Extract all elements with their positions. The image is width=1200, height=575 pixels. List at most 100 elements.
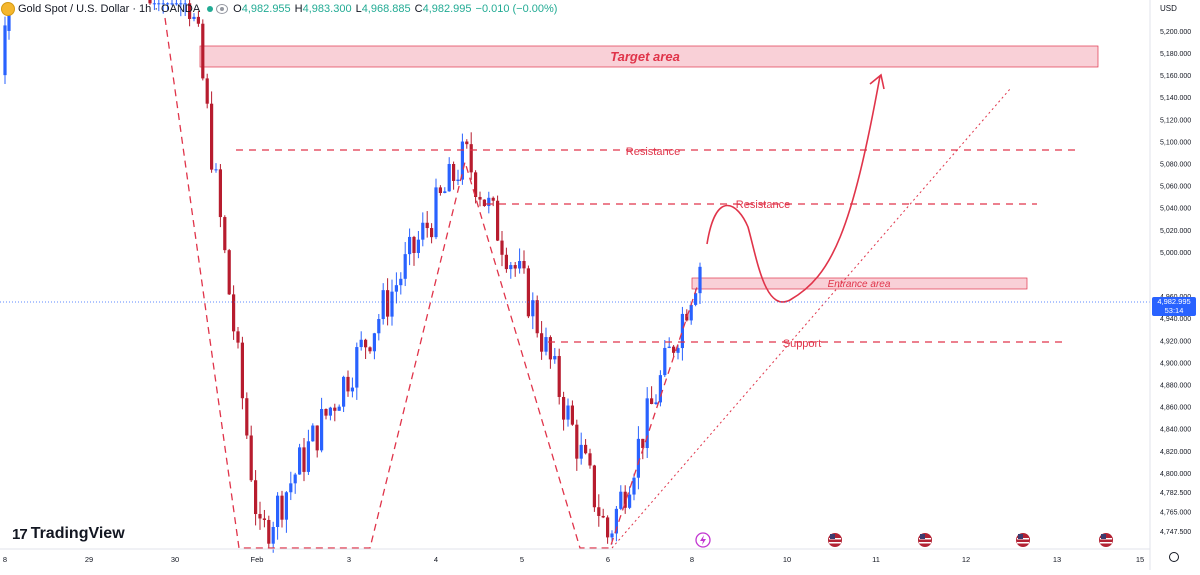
candle-body: [650, 398, 654, 405]
candle-body: [614, 508, 618, 534]
candle-body: [672, 346, 676, 353]
time-tick-label: 13: [1053, 555, 1061, 564]
candle-body: [474, 172, 478, 197]
event-icons: [695, 532, 1113, 548]
candle-body: [152, 3, 156, 5]
candle-body: [504, 254, 508, 270]
bar-countdown: 53:14: [1164, 306, 1184, 315]
change-value: −0.010 (−0.00%): [475, 3, 558, 15]
high-key: H: [294, 3, 303, 15]
candle-body: [438, 187, 442, 193]
candle-body: [205, 78, 209, 104]
candle-body: [232, 294, 236, 332]
candle-body: [381, 290, 385, 320]
candle-body: [412, 236, 416, 253]
wave-path[interactable]: [164, 17, 698, 549]
candle-body: [465, 141, 469, 145]
time-tick-label: 11: [872, 555, 880, 564]
candle-body: [377, 319, 381, 334]
candle-body: [192, 16, 196, 19]
candle-body: [570, 405, 574, 425]
flash-event-icon[interactable]: [695, 532, 711, 548]
candle-body: [500, 240, 504, 255]
candle-body: [390, 291, 394, 317]
candle-body: [641, 438, 645, 449]
candle-body: [311, 425, 315, 442]
entrance-area-zone[interactable]: [691, 277, 1028, 290]
candle-body: [513, 265, 517, 269]
candle-body: [201, 23, 205, 79]
target-area-zone[interactable]: [199, 45, 1099, 68]
candle-body: [359, 339, 363, 348]
time-tick-label: 8: [690, 555, 694, 564]
projection-curve[interactable]: [706, 75, 881, 303]
time-tick-label: 12: [962, 555, 970, 564]
candle-body: [179, 3, 183, 5]
time-tick-label: Feb: [251, 555, 264, 564]
candle-body: [183, 3, 187, 5]
candle-body: [416, 239, 420, 253]
candle-body: [518, 261, 522, 269]
candle-body: [236, 331, 240, 343]
us-flag-icon[interactable]: [828, 533, 842, 547]
candle-body: [320, 409, 324, 451]
candle-body: [245, 398, 249, 436]
candle-body: [161, 3, 165, 5]
price-tick-label: 4,747.500: [1160, 529, 1191, 536]
candle-body: [254, 480, 258, 515]
price-tick-label: 5,120.000: [1160, 117, 1191, 124]
candle-body: [408, 236, 412, 255]
us-flag-icon[interactable]: [1099, 533, 1113, 547]
candle-body: [430, 228, 434, 238]
candle-body: [434, 187, 438, 238]
candle-body: [267, 519, 271, 544]
us-flag-icon[interactable]: [1016, 533, 1030, 547]
price-tick-label: 5,040.000: [1160, 206, 1191, 213]
candle-body: [676, 348, 680, 353]
price-tick-label: 4,800.000: [1160, 471, 1191, 478]
candle-body: [667, 346, 671, 348]
candle-body: [188, 3, 192, 19]
candle-body: [240, 342, 244, 399]
candle-body: [548, 337, 552, 360]
candle-body: [3, 25, 7, 76]
candle-body: [399, 278, 403, 286]
candle-body: [324, 409, 328, 416]
candle-body: [394, 285, 398, 292]
currency-label[interactable]: USD: [1160, 4, 1177, 13]
price-tick-label: 4,900.000: [1160, 360, 1191, 367]
annotation-lines: [0, 17, 1150, 549]
visibility-eye-icon[interactable]: [216, 4, 229, 14]
candle-body: [443, 191, 447, 193]
candle-body: [403, 254, 407, 279]
candle-body: [491, 197, 495, 201]
candle-body: [196, 16, 200, 24]
candle-body: [601, 515, 605, 518]
candle-body: [680, 313, 684, 349]
candle-body: [298, 447, 302, 475]
symbol-title[interactable]: Gold Spot / U.S. Dollar · 1h · OANDA: [18, 3, 201, 15]
candle-body: [214, 169, 218, 171]
settings-gear-icon[interactable]: [1169, 552, 1179, 562]
candle-body: [372, 333, 376, 352]
candle-body: [487, 197, 491, 207]
candle-body: [540, 333, 544, 352]
time-tick-label: 30: [171, 555, 179, 564]
price-tick-label: 4,840.000: [1160, 427, 1191, 434]
candle-body: [628, 494, 632, 508]
tradingview-logo[interactable]: 17 TradingView: [12, 525, 125, 543]
candle-body: [636, 438, 640, 478]
close-key: C: [414, 3, 423, 15]
current-price-value: 4,982.995: [1157, 297, 1191, 306]
ascending-trendline[interactable]: [611, 88, 1011, 549]
candle-body: [531, 300, 535, 317]
candle-body: [350, 387, 354, 392]
resistance-label-lower: Resistance: [736, 199, 790, 211]
candle-body: [315, 425, 319, 451]
time-tick-label: 15: [1136, 555, 1144, 564]
us-flag-icon[interactable]: [918, 533, 932, 547]
tradingview-mark-icon: 17: [12, 525, 28, 543]
candle-body: [623, 491, 627, 508]
